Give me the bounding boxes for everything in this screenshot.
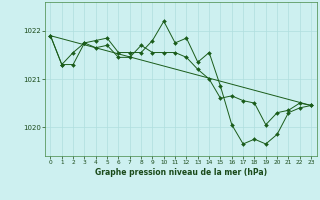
X-axis label: Graphe pression niveau de la mer (hPa): Graphe pression niveau de la mer (hPa) xyxy=(95,168,267,177)
